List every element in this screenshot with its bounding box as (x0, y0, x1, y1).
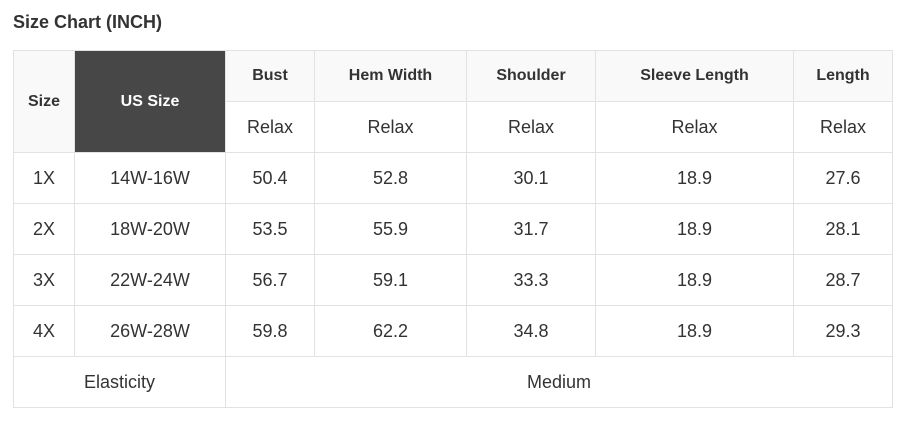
size-chart-table: Size US Size Bust Hem Width Shoulder Sle… (13, 50, 893, 408)
measurement-cell: 18.9 (595, 152, 794, 204)
table-row: 4X 26W-28W 59.8 62.2 34.8 18.9 29.3 (13, 305, 893, 357)
measurement-cell: 56.7 (225, 254, 315, 306)
measurement-cell: 59.1 (314, 254, 467, 306)
table-row: 1X 14W-16W 50.4 52.8 30.1 18.9 27.6 (13, 152, 893, 204)
elasticity-label: Elasticity (13, 356, 226, 408)
measurement-cell: 55.9 (314, 203, 467, 255)
header-sleeve-length: Sleeve Length (595, 50, 794, 102)
header-length: Length (793, 50, 893, 102)
fit-label: Relax (314, 101, 467, 153)
measurement-cell: 53.5 (225, 203, 315, 255)
measurement-cell: 18.9 (595, 254, 794, 306)
fit-label: Relax (595, 101, 794, 153)
us-size-cell: 14W-16W (74, 152, 226, 204)
fit-label: Relax (466, 101, 596, 153)
measurement-cell: 29.3 (793, 305, 893, 357)
size-cell: 4X (13, 305, 75, 357)
size-cell: 1X (13, 152, 75, 204)
header-size: Size (13, 50, 75, 153)
measurement-cell: 62.2 (314, 305, 467, 357)
measurement-cell: 27.6 (793, 152, 893, 204)
us-size-cell: 26W-28W (74, 305, 226, 357)
table-row: 3X 22W-24W 56.7 59.1 33.3 18.9 28.7 (13, 254, 893, 306)
header-row: Size US Size Bust Hem Width Shoulder Sle… (13, 50, 893, 153)
header-hem-width: Hem Width (314, 50, 467, 102)
measurement-cell: 18.9 (595, 203, 794, 255)
measurement-cell: 31.7 (466, 203, 596, 255)
header-us-size: US Size (74, 50, 226, 153)
measurement-cell: 34.8 (466, 305, 596, 357)
measurement-cell: 50.4 (225, 152, 315, 204)
measurement-cell: 33.3 (466, 254, 596, 306)
measurement-cell: 18.9 (595, 305, 794, 357)
header-bust: Bust (225, 50, 315, 102)
measurement-cell: 28.7 (793, 254, 893, 306)
fit-label: Relax (793, 101, 893, 153)
elasticity-value: Medium (225, 356, 893, 408)
measurement-cell: 30.1 (466, 152, 596, 204)
us-size-cell: 18W-20W (74, 203, 226, 255)
footer-row: Elasticity Medium (13, 356, 893, 408)
header-shoulder: Shoulder (466, 50, 596, 102)
us-size-cell: 22W-24W (74, 254, 226, 306)
subheader-row: Relax Relax Relax Relax Relax (14, 101, 893, 153)
size-cell: 2X (13, 203, 75, 255)
table-row: 2X 18W-20W 53.5 55.9 31.7 18.9 28.1 (13, 203, 893, 255)
measurement-cell: 52.8 (314, 152, 467, 204)
page-title: Size Chart (INCH) (13, 12, 163, 32)
size-cell: 3X (13, 254, 75, 306)
fit-label: Relax (225, 101, 315, 153)
measurement-cell: 28.1 (793, 203, 893, 255)
measurement-cell: 59.8 (225, 305, 315, 357)
